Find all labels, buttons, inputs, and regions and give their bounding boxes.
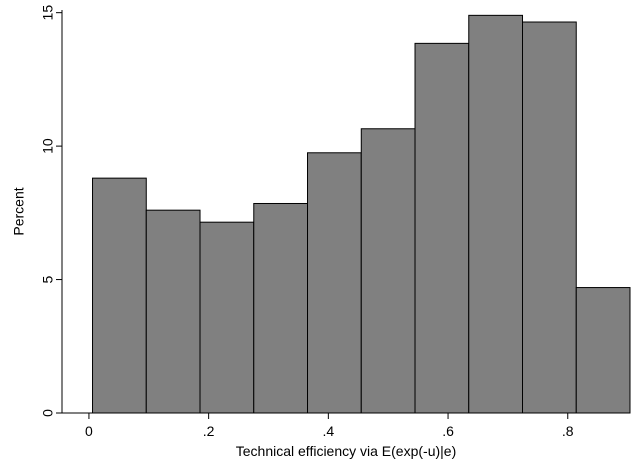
x-tick-label: .6 <box>442 423 454 439</box>
y-tick-label: 0 <box>40 409 56 417</box>
x-tick-label: .8 <box>562 423 574 439</box>
y-tick-label: 5 <box>40 275 56 283</box>
y-axis: 0 5 10 15 <box>40 5 63 417</box>
x-axis: 0 .2 .4 .6 .8 <box>62 412 630 439</box>
histogram-bar-4 <box>253 202 309 414</box>
x-tick-label: .4 <box>322 423 334 439</box>
histogram-bar-9 <box>522 21 577 414</box>
x-tick-label: 0 <box>85 423 93 439</box>
bars-group <box>92 14 631 414</box>
histogram-bar-6 <box>360 128 416 414</box>
histogram-bar-3 <box>199 221 255 414</box>
y-axis-title: Percent <box>11 187 27 235</box>
histogram-bar-10 <box>575 287 631 414</box>
histogram-bar-8 <box>468 14 524 414</box>
histogram-bar-2 <box>145 209 201 414</box>
x-tick-label: .2 <box>203 423 215 439</box>
histogram-bar-7 <box>414 42 470 414</box>
histogram-bar-5 <box>307 152 362 414</box>
histogram-bar-1 <box>92 177 147 414</box>
y-tick-label: 10 <box>40 138 56 154</box>
x-axis-title: Technical efficiency via E(exp(-u)|e) <box>236 443 456 459</box>
y-tick-label: 15 <box>40 5 56 21</box>
